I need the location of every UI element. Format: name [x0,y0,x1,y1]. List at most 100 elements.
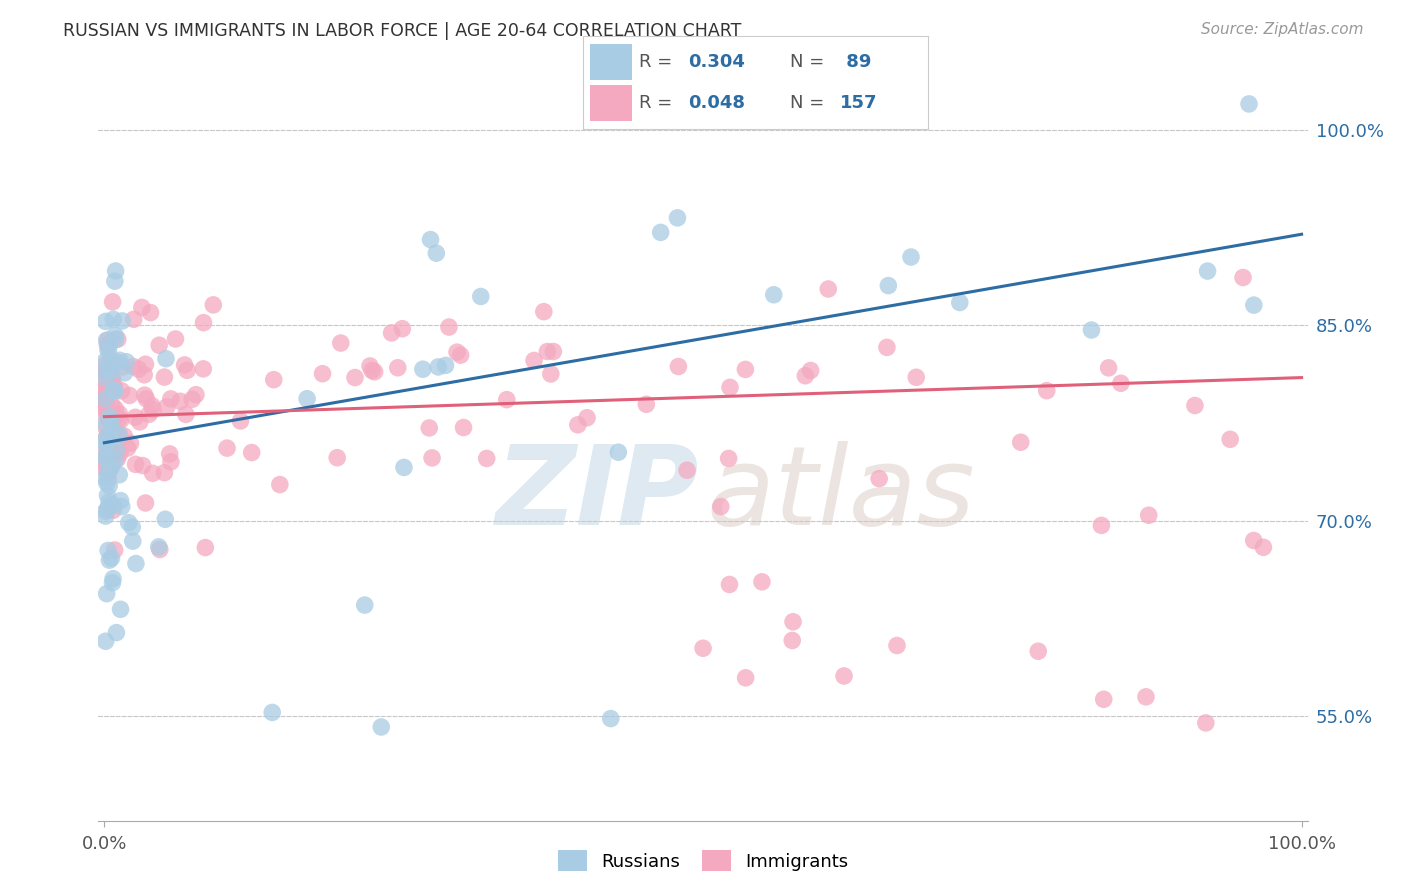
Point [1195,715,1218,730]
Point [174,408,197,422]
Point [97,465,120,479]
Point [97,341,120,355]
Point [94,363,117,377]
Point [343,370,366,384]
Point [229,414,252,428]
Point [94,401,117,415]
Point [96,334,118,348]
Point [134,388,156,402]
Point [101,370,124,384]
Point [370,720,392,734]
Point [107,452,129,467]
Point [112,366,135,380]
Point [1232,270,1254,285]
Point [392,460,415,475]
Point [495,392,517,407]
Point [104,441,127,455]
Point [96,386,118,401]
Point [98,494,121,508]
Point [94,396,117,410]
Point [94,366,117,380]
Point [103,381,125,395]
Point [169,394,191,409]
Point [543,344,565,359]
Point [97,449,120,463]
Point [666,211,689,225]
Point [124,458,146,472]
Point [533,304,555,318]
Point [1243,533,1265,548]
Point [96,476,118,491]
Point [135,392,157,406]
Text: atlas: atlas [707,442,976,549]
Point [103,425,125,439]
Point [94,379,117,393]
Point [104,408,127,422]
Point [717,451,740,466]
Point [94,408,117,422]
Point [125,557,148,571]
Point [110,413,132,427]
Point [108,412,131,426]
Point [96,587,118,601]
Point [131,301,153,315]
Point [96,338,118,352]
Point [94,436,117,450]
Point [94,462,117,476]
Point [1080,323,1102,337]
Point [1219,433,1241,447]
Point [94,363,117,377]
Point [94,458,117,472]
Point [96,503,118,517]
Point [98,409,121,424]
Point [111,314,134,328]
Point [97,412,120,426]
Point [156,400,179,414]
Point [104,328,127,343]
Point [153,466,176,480]
Point [94,450,117,464]
Point [110,384,132,398]
Point [148,540,170,554]
Point [1109,376,1132,391]
Point [470,289,492,303]
Point [1026,644,1049,658]
Point [108,353,131,368]
Point [636,397,658,411]
Point [94,451,117,466]
Point [100,410,122,425]
Point [94,392,117,406]
Point [94,417,117,431]
Point [100,459,122,474]
Point [111,500,134,514]
Point [676,463,699,477]
Point [98,429,121,443]
Point [155,351,177,366]
Point [122,312,145,326]
Point [104,332,127,346]
Text: Source: ZipAtlas.com: Source: ZipAtlas.com [1201,22,1364,37]
Point [118,516,141,530]
Point [94,390,117,404]
Text: 0.304: 0.304 [689,53,745,70]
Point [97,407,120,421]
Point [107,332,129,346]
Point [782,615,804,629]
Point [295,392,318,406]
Point [450,348,472,362]
Point [193,362,215,376]
Point [387,360,409,375]
Point [104,264,127,278]
Point [886,639,908,653]
Point [98,553,121,567]
Point [107,425,129,440]
Point [142,402,165,417]
Point [780,633,803,648]
Point [104,409,127,424]
Point [111,359,134,374]
Point [412,362,434,376]
Point [718,380,741,394]
Point [1097,360,1119,375]
Point [540,367,562,381]
Point [94,446,117,460]
